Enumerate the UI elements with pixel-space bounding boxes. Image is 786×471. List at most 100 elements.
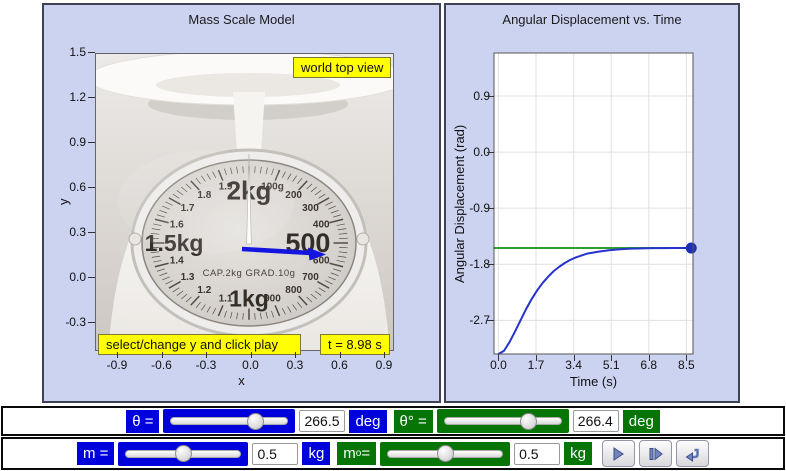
left-y-tick-mark [88, 232, 95, 233]
graph-y-tick-mark [487, 264, 494, 266]
hint-label: select/change y and click play [98, 334, 301, 355]
graph-x-tick-mark [686, 355, 688, 361]
graph-y-tick-label: 0.9 [473, 89, 490, 103]
svg-text:900: 900 [264, 294, 281, 305]
left-x-tick-label: 0.6 [331, 358, 348, 372]
dial-caption: CAP.2kg GRAD.10g [203, 268, 296, 279]
glass-highlight [118, 150, 294, 254]
displacement-plot [493, 52, 697, 355]
theta-slider[interactable] [163, 409, 296, 433]
pan-inner [156, 73, 340, 97]
mass-unit-label: kg [302, 442, 331, 465]
theta-slider-thumb[interactable] [247, 412, 265, 430]
reset-button[interactable] [675, 440, 709, 467]
mass-slider[interactable] [118, 441, 249, 466]
graph-panel: Angular Displacement vs. Time Angular Di… [444, 3, 740, 403]
graph-y-tick-mark [487, 96, 494, 97]
chart-series [493, 242, 697, 355]
graph-y-tick-label: -2.7 [469, 313, 490, 328]
graph-x-tick-label: 8.5 [678, 358, 695, 372]
theta-target-unit-label: deg [622, 409, 660, 433]
dial-left-screw [128, 232, 142, 246]
theta-label: θ = [126, 409, 160, 433]
graph-x-tick-label: 1.7 [527, 358, 545, 372]
svg-text:700: 700 [302, 272, 319, 283]
play-icon [613, 446, 625, 461]
graph-x-tick-mark [648, 355, 650, 361]
mass-slider-thumb[interactable] [174, 445, 192, 462]
left-y-tick-label: -0.3 [65, 315, 86, 329]
graph-y-tick-mark [487, 320, 494, 322]
svg-text:300: 300 [302, 203, 319, 214]
svg-text:200: 200 [285, 190, 302, 201]
mass-label: m = [77, 442, 115, 465]
theta-slider-track[interactable] [170, 417, 289, 425]
left-x-tick-mark [250, 352, 252, 358]
scale-stem [233, 92, 265, 156]
plot-border [493, 52, 694, 355]
left-y-tick-label: 0.9 [69, 135, 86, 149]
left-x-tick-mark [384, 352, 385, 358]
left-x-tick-label: 0.3 [286, 358, 304, 372]
graph-x-tick-mark [498, 355, 500, 361]
left-y-tick-mark [88, 277, 95, 278]
svg-text:1.5kg: 1.5kg [145, 230, 204, 256]
play-button[interactable] [601, 440, 635, 467]
step-button[interactable] [638, 440, 672, 467]
left-y-tick-mark [88, 97, 95, 98]
graph-x-tick-label: 6.8 [640, 358, 658, 372]
displacement-chart [493, 52, 697, 355]
mass-target-slider[interactable] [380, 441, 511, 466]
left-x-tick-label: 0.9 [375, 358, 393, 372]
theta-target-value-field[interactable] [572, 410, 619, 432]
left-y-tick-mark [88, 187, 95, 188]
theta-target-slider-track[interactable] [443, 417, 562, 425]
graph-x-tick-label: 0.0 [490, 358, 507, 372]
theta-target-slider-thumb[interactable] [519, 412, 537, 430]
dial-right-screw [356, 232, 370, 246]
svg-text:600: 600 [313, 256, 330, 267]
dial-tick-marks [150, 166, 348, 320]
theta-target-slider[interactable] [436, 409, 569, 433]
left-x-tick-mark [295, 352, 296, 358]
svg-text:800: 800 [285, 285, 302, 296]
reset-icon [685, 448, 699, 462]
graph-y-tick-label: -1.8 [469, 257, 490, 272]
mass-target-unit-label: kg [564, 442, 592, 465]
series-angular-displacement [497, 247, 693, 355]
svg-text:1.1: 1.1 [219, 294, 233, 305]
graph-x-axis-title: Time (s) [569, 374, 618, 389]
mass-control-bar: m = kg mo = kg [1, 437, 785, 470]
svg-text:100g: 100g [261, 181, 284, 192]
svg-text:1.6: 1.6 [170, 219, 184, 230]
angle-arrow[interactable] [241, 246, 326, 261]
graph-x-tick-mark [536, 355, 537, 361]
left-y-tick-label: 0.3 [69, 225, 86, 239]
graph-title: Angular Displacement vs. Time [502, 12, 682, 27]
step-forward-icon [649, 446, 664, 461]
graph-y-tick-mark [487, 152, 494, 154]
scale-world-view[interactable]: 100g 200 300 400 600 700 800 900 1.1 1.2 1.3 1.4 1.6… [95, 53, 394, 351]
left-y-tick-label: 1.5 [69, 45, 86, 59]
svg-text:1.9: 1.9 [219, 181, 233, 192]
theta-value-field[interactable] [299, 410, 346, 432]
world-top-view-label: world top view [293, 57, 392, 78]
mass-value-field[interactable] [252, 442, 299, 465]
current-point-marker [685, 242, 697, 254]
left-y-tick-mark [88, 322, 95, 323]
left-x-axis-title: x [238, 373, 245, 388]
mass-target-slider-thumb[interactable] [436, 445, 454, 462]
scale-needle [246, 153, 252, 245]
svg-text:1.2: 1.2 [197, 285, 211, 296]
left-x-tick-mark [117, 352, 118, 358]
svg-text:1.8: 1.8 [197, 190, 211, 201]
mass-target-value-field[interactable] [514, 442, 561, 465]
angle-control-bar: θ = deg θ° = deg [1, 406, 785, 436]
left-x-tick-label: -0.6 [151, 358, 172, 372]
left-panel-title: Mass Scale Model [188, 12, 295, 27]
left-x-tick-mark [339, 352, 341, 358]
graph-x-tick-mark [573, 355, 575, 361]
svg-text:400: 400 [313, 219, 330, 230]
